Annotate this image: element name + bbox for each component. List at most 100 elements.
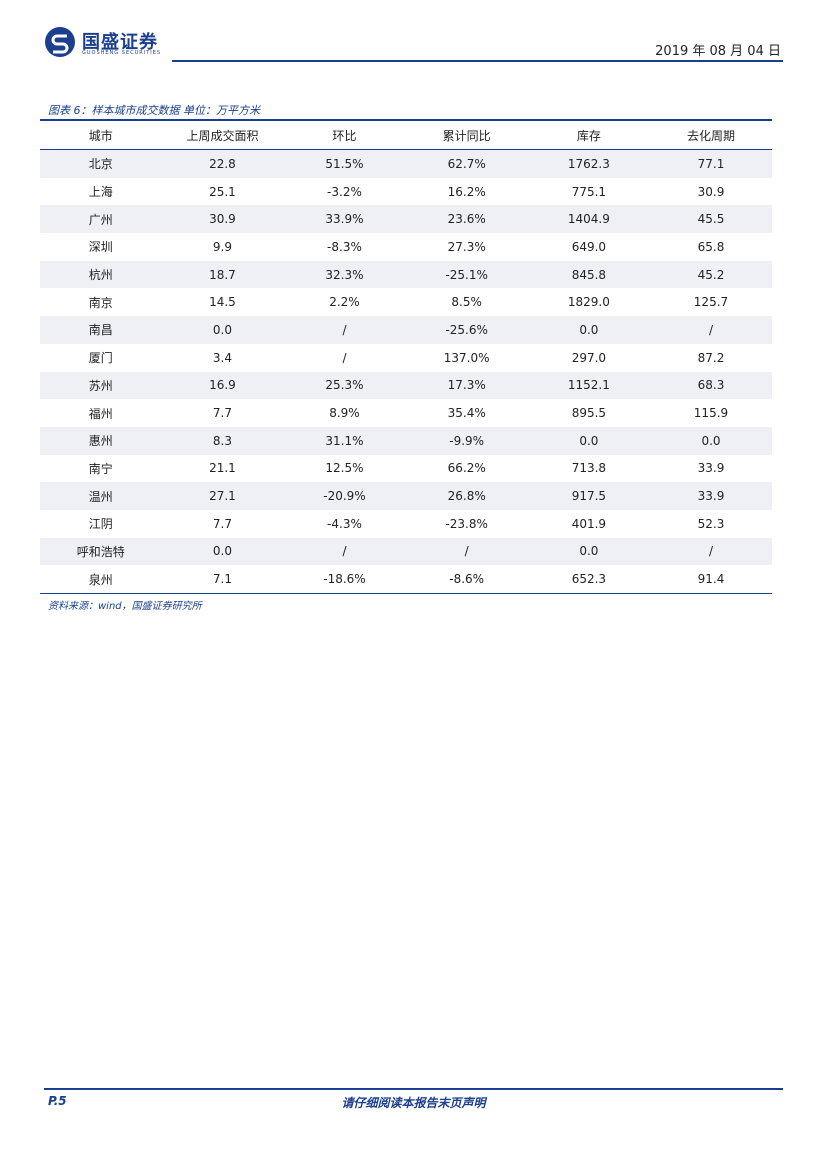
value-cell: 33.9%	[283, 205, 406, 234]
value-cell: 66.2%	[447, 461, 486, 476]
value-cell: /	[649, 316, 772, 344]
value-cell: /	[649, 537, 772, 566]
value-cell: 0.0	[527, 316, 650, 344]
column-header-mom: 环比	[283, 119, 406, 150]
value-cell: 30.9	[161, 205, 284, 234]
value-cell: 25.1	[209, 184, 236, 199]
value-cell: 0.0	[527, 537, 650, 566]
table-row: 呼和浩特 0.0//0.0/	[40, 537, 772, 566]
table-row: 厦门 3.4 / 137.0% 297.0 87.2	[40, 344, 772, 372]
page-header: 国盛证券 GUOSHENG SECURITIES 2019 年 08 月 04 …	[0, 0, 827, 70]
value-cell: 775.1	[571, 184, 607, 199]
guosheng-logo-icon	[45, 27, 75, 57]
table-row: 深圳 9.9 -8.3% 27.3% 649.0 65.8	[40, 233, 772, 261]
table-row: 泉州 7.1 -18.6% -8.6% 652.3 91.4	[40, 565, 772, 595]
value-cell: 16.2%	[447, 184, 486, 199]
value-cell: 14.5	[209, 295, 236, 310]
table-row: 南宁 21.1 12.5% 66.2% 713.8 33.9	[40, 455, 772, 483]
value-cell: 87.2	[697, 350, 725, 365]
value-cell: 65.8	[697, 239, 725, 254]
table-row: 惠州 8.3 31.1% -9.9% 0.0 0.0	[40, 426, 772, 455]
value-cell: -25.6%	[405, 316, 528, 344]
city-cell: 温州	[40, 482, 162, 510]
value-cell: -20.9%	[283, 482, 406, 510]
value-cell: 45.2	[649, 260, 772, 289]
value-cell: 31.1%	[283, 426, 406, 455]
table-row: 苏州 16.9 25.3% 17.3% 1152.1 68.3	[40, 371, 772, 400]
value-cell: 115.9	[693, 406, 729, 421]
value-cell: 33.9	[649, 482, 772, 510]
value-cell: 62.7%	[405, 149, 528, 178]
company-logo: 国盛证券 GUOSHENG SECURITIES	[44, 26, 174, 60]
value-cell: 7.7	[212, 516, 232, 531]
header-divider	[172, 60, 783, 62]
column-header-ytd-yoy: 累计同比	[405, 119, 528, 150]
city-cell: 上海	[88, 185, 113, 200]
city-cell: 苏州	[40, 371, 162, 400]
table-body: 北京 22.8 51.5% 62.7% 1762.3 77.1 上海 25.1 -3.2% 16.…	[40, 149, 772, 595]
value-cell: 30.9	[697, 184, 725, 199]
value-cell: 8.9%	[329, 406, 360, 421]
value-cell: 33.9	[697, 461, 725, 476]
value-cell: /	[405, 537, 528, 566]
value-cell: /	[342, 350, 347, 365]
value-cell: 895.5	[571, 406, 607, 421]
value-cell: 8.5%	[451, 295, 482, 310]
value-cell: 1829.0	[567, 295, 610, 310]
value-cell: 845.8	[527, 260, 650, 289]
table-row: 江阴 7.7 -4.3% -23.8% 401.9 52.3	[40, 510, 772, 538]
value-cell: 52.3	[697, 516, 725, 531]
value-cell: 17.3%	[405, 371, 528, 400]
value-cell: 0.0	[161, 537, 284, 566]
value-cell: 125.7	[693, 295, 729, 310]
value-cell: 401.9	[571, 516, 607, 531]
table-row: 杭州 18.7 32.3% -25.1% 845.8 45.2	[40, 260, 772, 289]
logo-subtext: GUOSHENG SECURITIES	[82, 50, 162, 56]
value-cell: 22.8	[161, 149, 284, 178]
table-row: 南昌 0.0/-25.6% 0.0/	[40, 316, 772, 344]
column-header-city: 城市	[40, 119, 162, 150]
city-cell: 南宁	[88, 461, 113, 476]
city-transaction-table: 城市 上周成交面积 环比 累计同比 库存 去化周期 北京 22.8 51.5% 62.…	[40, 119, 772, 595]
value-cell: 137.0%	[443, 350, 490, 365]
city-cell: 广州	[40, 205, 162, 234]
column-header-weekly-area: 上周成交面积	[161, 119, 284, 150]
value-cell: 7.1	[161, 565, 284, 595]
value-cell: 27.3%	[447, 239, 486, 254]
report-date: 2019 年 08 月 04 日	[655, 44, 781, 59]
table-row: 上海 25.1 -3.2% 16.2% 775.1 30.9	[40, 178, 772, 206]
column-header-destock-cycle: 去化周期	[649, 119, 772, 150]
city-cell: 呼和浩特	[40, 537, 162, 566]
table-row: 温州 27.1 -20.9% 26.8% 917.5 33.9	[40, 482, 772, 510]
value-cell: 26.8%	[405, 482, 528, 510]
value-cell: 45.5	[649, 205, 772, 234]
city-cell: 江阴	[88, 517, 113, 532]
value-cell: 297.0	[571, 350, 607, 365]
city-cell: 福州	[88, 406, 113, 421]
value-cell: 91.4	[649, 565, 772, 595]
city-cell: 南京	[88, 295, 113, 310]
city-cell: 深圳	[88, 240, 113, 255]
value-cell: -25.1%	[405, 260, 528, 289]
value-cell: 21.1	[209, 461, 236, 476]
value-cell: 8.3	[161, 426, 284, 455]
column-header-inventory: 库存	[527, 119, 650, 150]
city-cell: 北京	[40, 149, 162, 178]
city-cell: 惠州	[40, 426, 162, 455]
value-cell: 0.0	[649, 426, 772, 455]
value-cell: -8.6%	[405, 565, 528, 595]
value-cell: /	[283, 316, 406, 344]
logo-text: 国盛证券	[82, 32, 158, 53]
value-cell: 16.9	[161, 371, 284, 400]
value-cell: 0.0	[527, 426, 650, 455]
city-cell: 杭州	[40, 260, 162, 289]
value-cell: 917.5	[527, 482, 650, 510]
disclaimer-note: 请仔细阅读本报告末页声明	[341, 1096, 486, 1110]
value-cell: 649.0	[571, 239, 607, 254]
value-cell: 27.1	[161, 482, 284, 510]
table-title: 图表 6：样本城市成交数据 单位：万平方米	[48, 104, 260, 117]
footer-divider	[44, 1088, 783, 1090]
table-row: 广州 30.9 33.9% 23.6% 1404.9 45.5	[40, 205, 772, 234]
value-cell: 51.5%	[283, 149, 406, 178]
value-cell: 68.3	[649, 371, 772, 400]
